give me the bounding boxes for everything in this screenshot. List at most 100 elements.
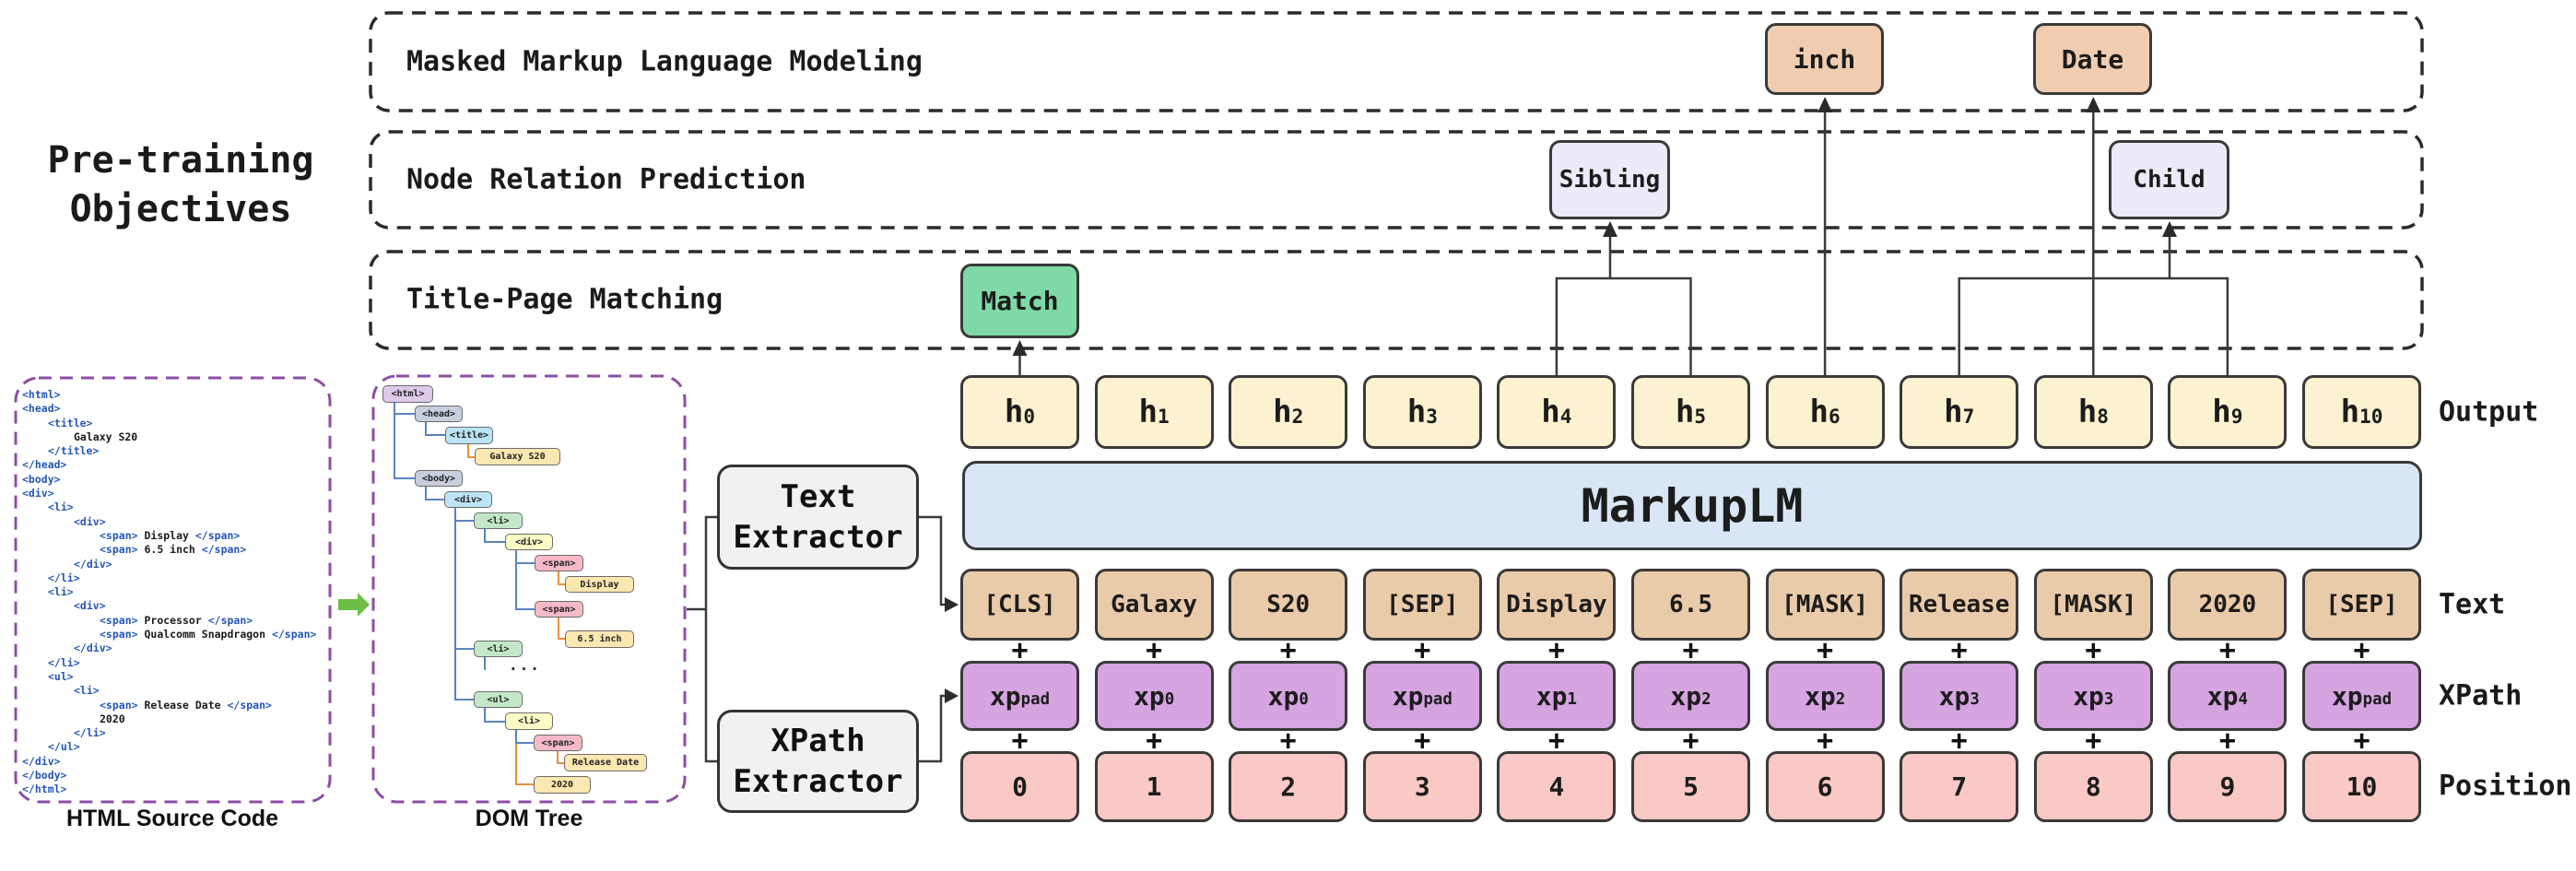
dom-node-li-3: <li> [505,712,553,730]
dom-node-div: <div> [444,491,492,508]
plus-sign-xpath-position-6: + [1817,724,1834,758]
code-line-4: </title> [48,444,100,458]
row-label-text: Text [2439,588,2506,621]
plus-sign-xpath-position-0: + [1011,724,1029,758]
link-div-ul [454,508,474,700]
markuplm-encoder: MarkupLM [962,461,2422,550]
dom-node-span-3: <span> [534,735,582,751]
objective-frame-tpm [369,250,2424,350]
text-token-2: S20 [1229,569,1348,641]
plus-sign-xpath-position-2: + [1279,724,1297,758]
arrowhead-inch [1817,97,1833,112]
plus-sign-text-xpath-2: + [1279,634,1297,667]
text-token-6: [MASK] [1765,569,1885,641]
plus-sign-xpath-position-10: + [2353,724,2370,758]
dom-node-body: <body> [415,470,463,487]
xpath-extractor-box: XPath Extractor [717,710,919,813]
prediction-token-match: Match [960,264,1079,338]
prediction-token-sibling: Sibling [1549,140,1670,219]
link-head-title [425,422,445,436]
code-line-1: <head> [22,402,61,416]
xpath-token-8: xp 3 [2033,661,2153,731]
objective-label-nrp: Node Relation Prediction [406,163,806,196]
link-title-galaxy [467,444,475,458]
html-source-code: <html> <head> <title> Galaxy S20 </title> </h… [22,388,316,797]
position-token-4: 4 [1497,751,1617,822]
code-line-27: </body> [22,769,67,783]
position-token-1: 1 [1094,751,1214,822]
text-token-0: [CLS] [960,569,1079,641]
row-label-output: Output [2439,395,2539,429]
plus-sign-text-xpath-3: + [1414,634,1431,667]
dom-tree-panel-frame [371,374,687,804]
text-token-5: 6.5 [1631,569,1750,641]
link-div-li2 [454,508,474,650]
text-extractor-box: Text Extractor [717,465,919,570]
objective-frame-mmlm [369,11,2424,112]
position-token-5: 5 [1631,751,1750,822]
code-line-12: </div> [74,557,112,571]
plus-sign-xpath-position-1: + [1146,724,1163,758]
dom-node-li-2: <li> [474,641,523,657]
code-line-16: <span> Processor </span> [100,613,253,627]
code-line-18: </div> [74,641,112,655]
code-line-10: <span> Display </span> [100,528,241,542]
row-label-position: Position [2439,770,2572,803]
dom-tree-ellipsis: ... [509,656,541,674]
link-li3-span3 [515,730,534,744]
text-token-8: [MASK] [2033,569,2153,641]
code-line-21: <li> [74,684,100,698]
link-span1-display [558,571,565,585]
figure-title-line2: Objectives [69,188,292,230]
plus-sign-text-xpath-8: + [2085,634,2102,667]
text-extractor-line1: Text [780,478,856,515]
dom-node-html: <html> [382,385,433,403]
text-extractor-line2: Extractor [733,519,903,556]
link-div2-span1 [515,550,535,564]
objective-label-tpm: Title-Page Matching [406,283,723,316]
dom-node-text-65-inch: 6.5 inch [565,630,634,648]
position-token-3: 3 [1362,751,1482,822]
xpath-token-0: xp pad [960,661,1079,731]
code-line-8: <li> [48,500,74,514]
link-ul-li3 [484,708,505,723]
extractors-branch [704,515,717,763]
objective-label-mmlm: Masked Markup Language Modeling [406,45,923,78]
xpath-extractor-to-xpath-row [919,694,947,763]
plus-sign-text-xpath-5: + [1682,634,1700,667]
prediction-token-date: Date [2033,23,2152,95]
arrowhead-text-row [945,597,959,612]
dom-node-div-inner: <div> [505,534,553,550]
xpath-token-6: xp 2 [1765,661,1885,731]
text-token-10: [SEP] [2302,569,2421,641]
code-line-23: 2020 [100,712,125,725]
position-token-6: 6 [1765,751,1885,822]
plus-sign-text-xpath-10: + [2353,634,2370,667]
code-line-19: </li> [48,655,80,669]
dom-node-span-2: <span> [535,601,583,618]
link-div-li1 [454,508,474,522]
text-token-3: [SEP] [1362,569,1482,641]
plus-sign-text-xpath-6: + [1817,634,1834,667]
xpath-token-9: xp 4 [2168,661,2288,731]
plus-sign-xpath-position-4: + [1547,724,1565,758]
dom-node-text-display: Display [565,576,634,593]
code-line-2: <title> [48,416,93,430]
figure-title: Pre-training Objectives [0,136,361,234]
link-div2-span2 [515,550,535,610]
arrowhead-child [2162,221,2177,237]
code-line-5: </head> [22,458,67,472]
text-token-9: 2020 [2168,569,2288,641]
arrowhead-match [1012,340,1028,356]
position-token-0: 0 [960,751,1079,822]
dom-node-span-1: <span> [535,555,583,571]
objective-frame-nrp [369,130,2424,230]
